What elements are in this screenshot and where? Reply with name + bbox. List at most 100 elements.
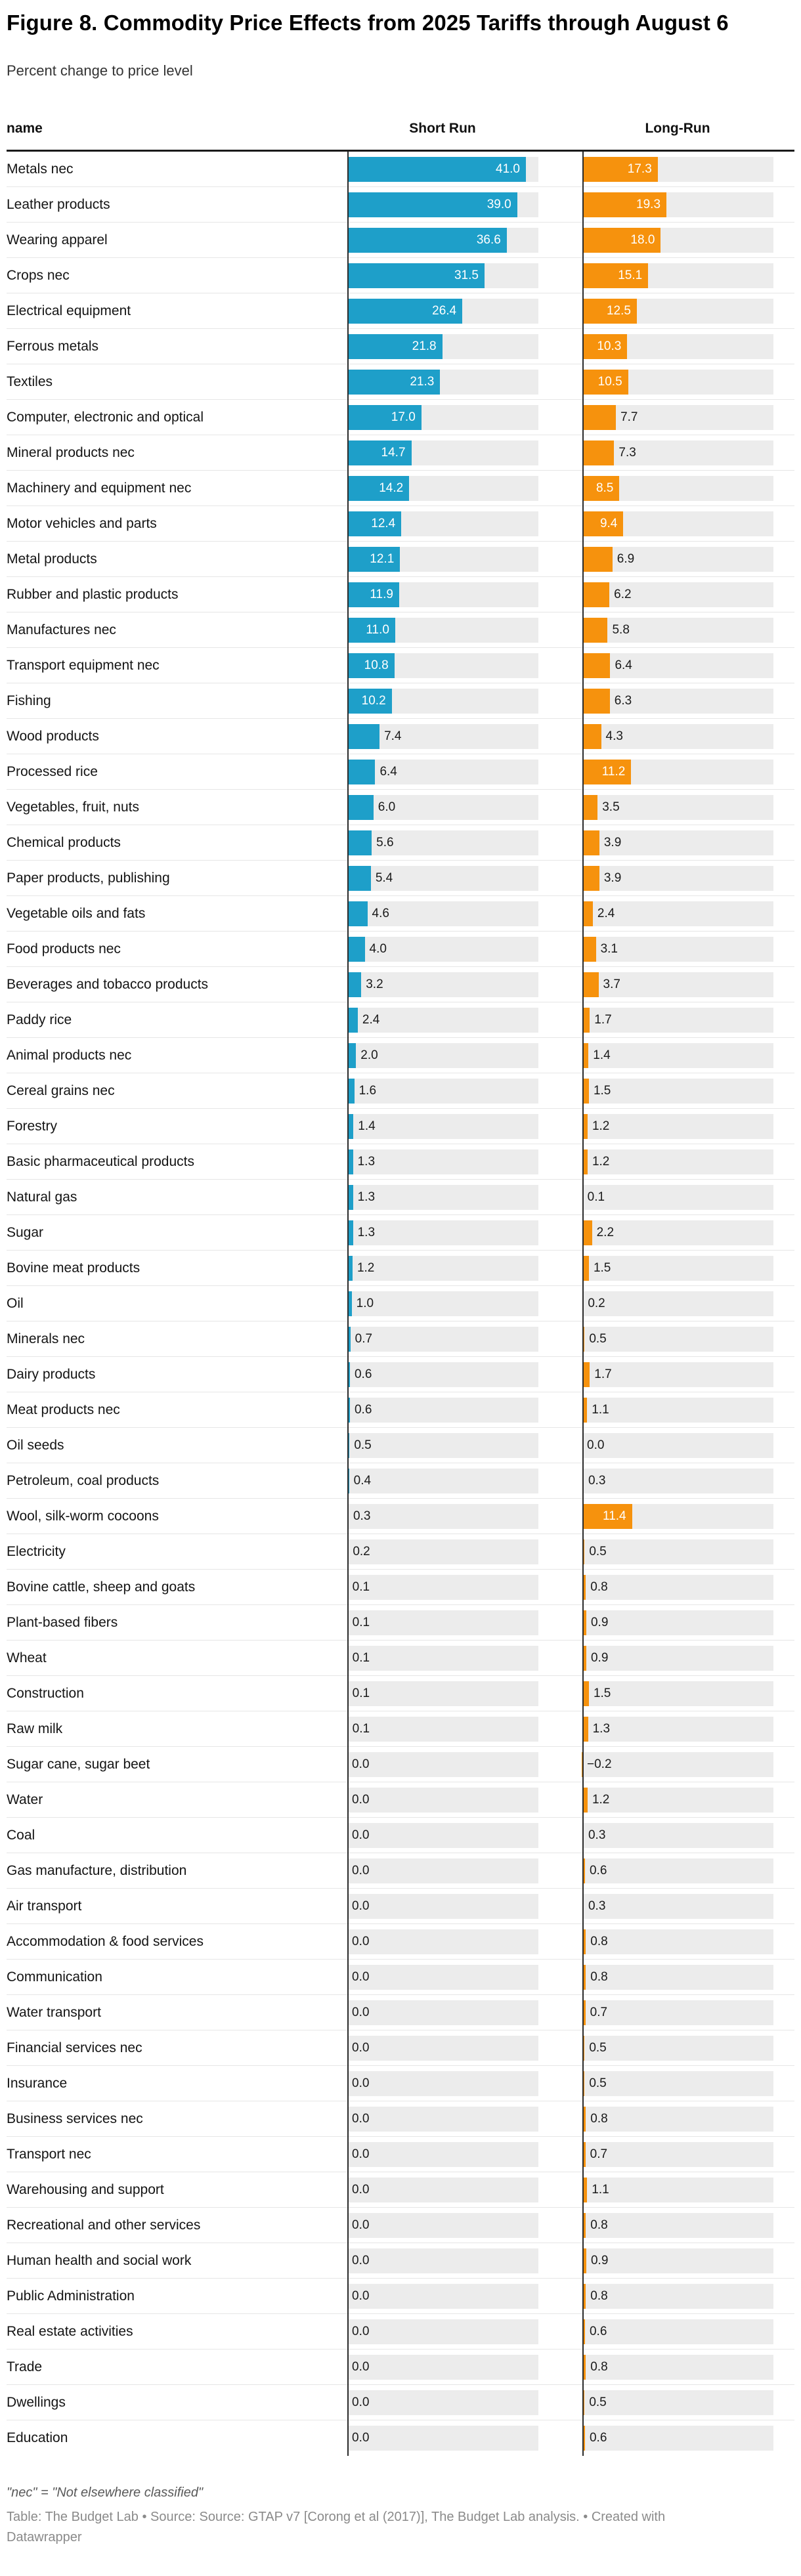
short-run-track: 3.2 — [347, 972, 538, 997]
short-run-bar — [347, 1291, 352, 1316]
long-run-value-label: 18.0 — [630, 232, 655, 247]
long-run-bar — [582, 369, 628, 395]
long-run-axis-line — [582, 293, 584, 329]
long-run-axis-line — [582, 1569, 584, 1605]
long-run-bar — [582, 298, 637, 324]
long-run-bar — [582, 2248, 586, 2273]
table-row: Bovine cattle, sheep and goats 0.1 0.8 — [7, 1569, 794, 1605]
long-run-axis-line — [582, 1746, 584, 1782]
long-run-value-label: 1.4 — [593, 1048, 611, 1062]
long-run-axis-line — [582, 2030, 584, 2066]
row-label: Processed rice — [7, 763, 98, 779]
long-run-axis-line — [582, 1923, 584, 1960]
short-run-axis-line — [347, 2172, 349, 2208]
long-run-bar — [582, 1149, 588, 1174]
short-run-axis-line — [347, 966, 349, 1002]
row-label: Wearing apparel — [7, 232, 108, 247]
short-run-track: 10.8 — [347, 653, 538, 678]
row-label: Leather products — [7, 196, 110, 212]
row-label: Meat products nec — [7, 1402, 120, 1417]
row-label: Paper products, publishing — [7, 870, 170, 886]
short-run-track: 1.0 — [347, 1291, 538, 1316]
long-run-axis-line — [582, 1640, 584, 1676]
table-row: Forestry 1.4 1.2 — [7, 1108, 794, 1144]
page-title: Figure 8. Commodity Price Effects from 2… — [7, 11, 729, 35]
short-run-axis-line — [347, 1569, 349, 1605]
long-run-value-label: 0.6 — [589, 2324, 607, 2338]
short-run-axis-line — [347, 825, 349, 861]
long-run-value-label: 0.5 — [589, 2040, 607, 2055]
short-run-axis-line — [347, 931, 349, 967]
row-label: Insurance — [7, 2075, 68, 2091]
row-label: Dwellings — [7, 2394, 66, 2410]
table-row: Petroleum, coal products 0.4 0.3 — [7, 1463, 794, 1499]
table-row: Transport equipment nec 10.8 6.4 — [7, 647, 794, 683]
short-run-value-label: 1.0 — [356, 1296, 374, 1310]
short-run-track: 0.7 — [347, 1326, 538, 1352]
long-run-bar — [582, 1503, 632, 1529]
short-run-value-label: 21.8 — [412, 339, 437, 353]
row-label: Wheat — [7, 1650, 47, 1665]
short-run-bar — [347, 1432, 350, 1458]
long-run-value-label: 6.3 — [614, 693, 632, 708]
table-row: Warehousing and support 0.0 1.1 — [7, 2172, 794, 2208]
long-run-axis-line — [582, 931, 584, 967]
table-row: Metals nec 41.0 17.3 — [7, 151, 794, 187]
long-run-axis-line — [582, 2278, 584, 2314]
long-run-track: 3.7 — [582, 972, 773, 997]
short-run-axis-line — [347, 1817, 349, 1853]
table-row: Machinery and equipment nec 14.2 8.5 — [7, 470, 794, 506]
short-run-axis-line — [347, 505, 349, 542]
short-run-axis-line — [347, 860, 349, 896]
short-run-bar — [347, 369, 441, 395]
row-label: Raw milk — [7, 1721, 63, 1736]
short-run-axis-line — [347, 2101, 349, 2137]
long-run-track: 6.2 — [582, 582, 773, 607]
long-run-axis-line — [582, 1959, 584, 1995]
short-run-value-label: 12.1 — [370, 551, 395, 566]
long-run-track: 10.3 — [582, 333, 773, 359]
short-run-value-label: 1.2 — [357, 1260, 375, 1275]
short-run-value-label: 39.0 — [487, 197, 511, 211]
short-run-track: 0.0 — [347, 2106, 538, 2132]
long-run-track: 0.6 — [582, 2425, 773, 2451]
row-label: Electrical equipment — [7, 303, 131, 318]
short-run-bar — [347, 901, 368, 926]
short-run-track: 1.3 — [347, 1184, 538, 1210]
short-run-value-label: 0.0 — [352, 2005, 370, 2019]
long-run-axis-line — [582, 1675, 584, 1711]
long-run-value-label: 0.9 — [590, 1650, 609, 1665]
long-run-bar — [582, 1610, 586, 1635]
long-run-axis-line — [582, 718, 584, 754]
long-run-axis-line — [582, 2207, 584, 2243]
long-run-bar — [582, 1326, 585, 1352]
short-run-track: 0.0 — [347, 2212, 538, 2238]
short-run-axis-line — [347, 2207, 349, 2243]
long-run-value-label: 0.8 — [590, 1934, 608, 1948]
table-row: Bovine meat products 1.2 1.5 — [7, 1250, 794, 1286]
table-row: Vegetables, fruit, nuts 6.0 3.5 — [7, 789, 794, 825]
long-run-bar — [582, 227, 661, 253]
short-run-track: 1.3 — [347, 1149, 538, 1174]
table-row: Wearing apparel 36.6 18.0 — [7, 222, 794, 258]
long-run-value-label: 1.5 — [593, 1083, 611, 1098]
long-run-track: −0.2 — [581, 1751, 773, 1777]
short-run-axis-line — [347, 1534, 349, 1570]
column-header-short-run: Short Run — [409, 120, 476, 136]
row-label: Beverages and tobacco products — [7, 976, 209, 992]
long-run-bar — [582, 1929, 586, 1954]
long-run-bar — [582, 1964, 586, 1990]
long-run-value-label: 17.3 — [627, 161, 652, 176]
short-run-value-label: 6.0 — [378, 800, 396, 814]
short-run-track: 0.4 — [347, 1468, 538, 1493]
short-run-value-label: 36.6 — [476, 232, 501, 247]
short-run-axis-line — [347, 435, 349, 471]
short-run-value-label: 0.6 — [354, 1367, 372, 1381]
row-label: Manufactures nec — [7, 622, 116, 637]
short-run-value-label: 0.0 — [352, 1792, 370, 1807]
long-run-value-label: 8.5 — [595, 481, 614, 495]
long-run-bar — [582, 2035, 585, 2061]
long-run-track: 3.9 — [582, 865, 773, 891]
row-label: Gas manufacture, distribution — [7, 1862, 187, 1878]
short-run-value-label: 0.0 — [352, 2430, 370, 2445]
